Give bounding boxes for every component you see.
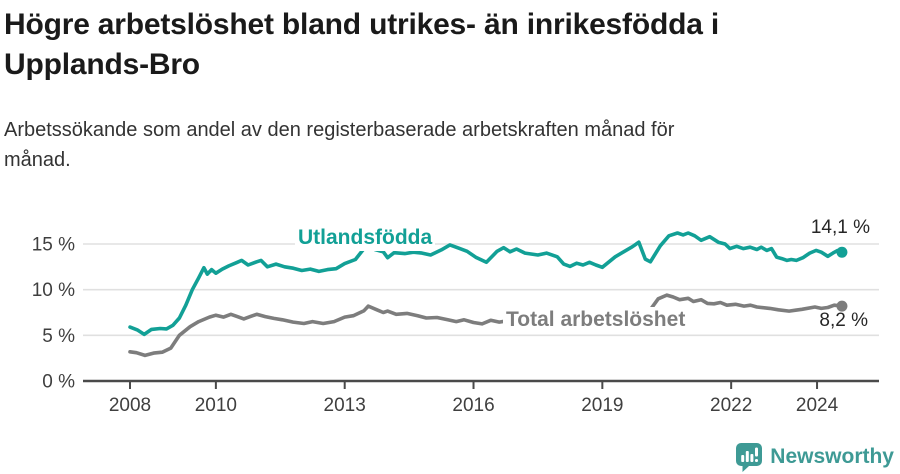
y-tick-label: 5 % bbox=[42, 326, 75, 347]
series-label-utlandsfodda: Utlandsfödda bbox=[295, 225, 436, 251]
newsworthy-logo[interactable]: Newsworthy bbox=[735, 442, 894, 472]
series-end-dot-total bbox=[836, 300, 848, 312]
newsworthy-logo-icon bbox=[736, 443, 763, 472]
y-tick-label: 15 % bbox=[32, 235, 75, 256]
title-line-2: Upplands-Bro bbox=[4, 48, 200, 81]
end-value-label-utlandsfodda: 14,1 % bbox=[810, 217, 870, 238]
chart-subtitle: Arbetssökande som andel av den registerb… bbox=[4, 115, 864, 175]
y-tick-label: 0 % bbox=[42, 372, 75, 393]
subtitle-line-1: Arbetssökande som andel av den registerb… bbox=[4, 119, 675, 141]
x-tick-label: 2008 bbox=[109, 395, 151, 416]
series-line-utlandsfodda bbox=[128, 231, 844, 337]
x-tick-label: 2010 bbox=[195, 395, 237, 416]
series-end-dot-utlandsfodda bbox=[836, 246, 848, 258]
y-tick-label: 10 % bbox=[32, 280, 75, 301]
page-title: Högre arbetslöshet bland utrikes- än inr… bbox=[4, 5, 894, 85]
subtitle-line-2: månad. bbox=[4, 149, 71, 171]
title-line-1: Högre arbetslöshet bland utrikes- än inr… bbox=[4, 8, 719, 41]
end-value-label-total: 8,2 % bbox=[819, 310, 868, 331]
x-tick-label: 2013 bbox=[324, 395, 366, 416]
series-label-total-arbetsloshet: Total arbetslöshet bbox=[503, 307, 689, 333]
x-tick-label: 2024 bbox=[796, 395, 839, 416]
series-line-total bbox=[128, 293, 844, 358]
x-tick-label: 2022 bbox=[710, 395, 752, 416]
line-chart-canvas: 0 % 5 % 10 % 15 % 2008 2010 2013 2016 2019 2022 20… bbox=[32, 231, 879, 416]
x-tick-label: 2016 bbox=[452, 395, 494, 416]
x-tick-label: 2019 bbox=[581, 395, 623, 416]
newsworthy-logo-text: Newsworthy bbox=[770, 445, 894, 468]
